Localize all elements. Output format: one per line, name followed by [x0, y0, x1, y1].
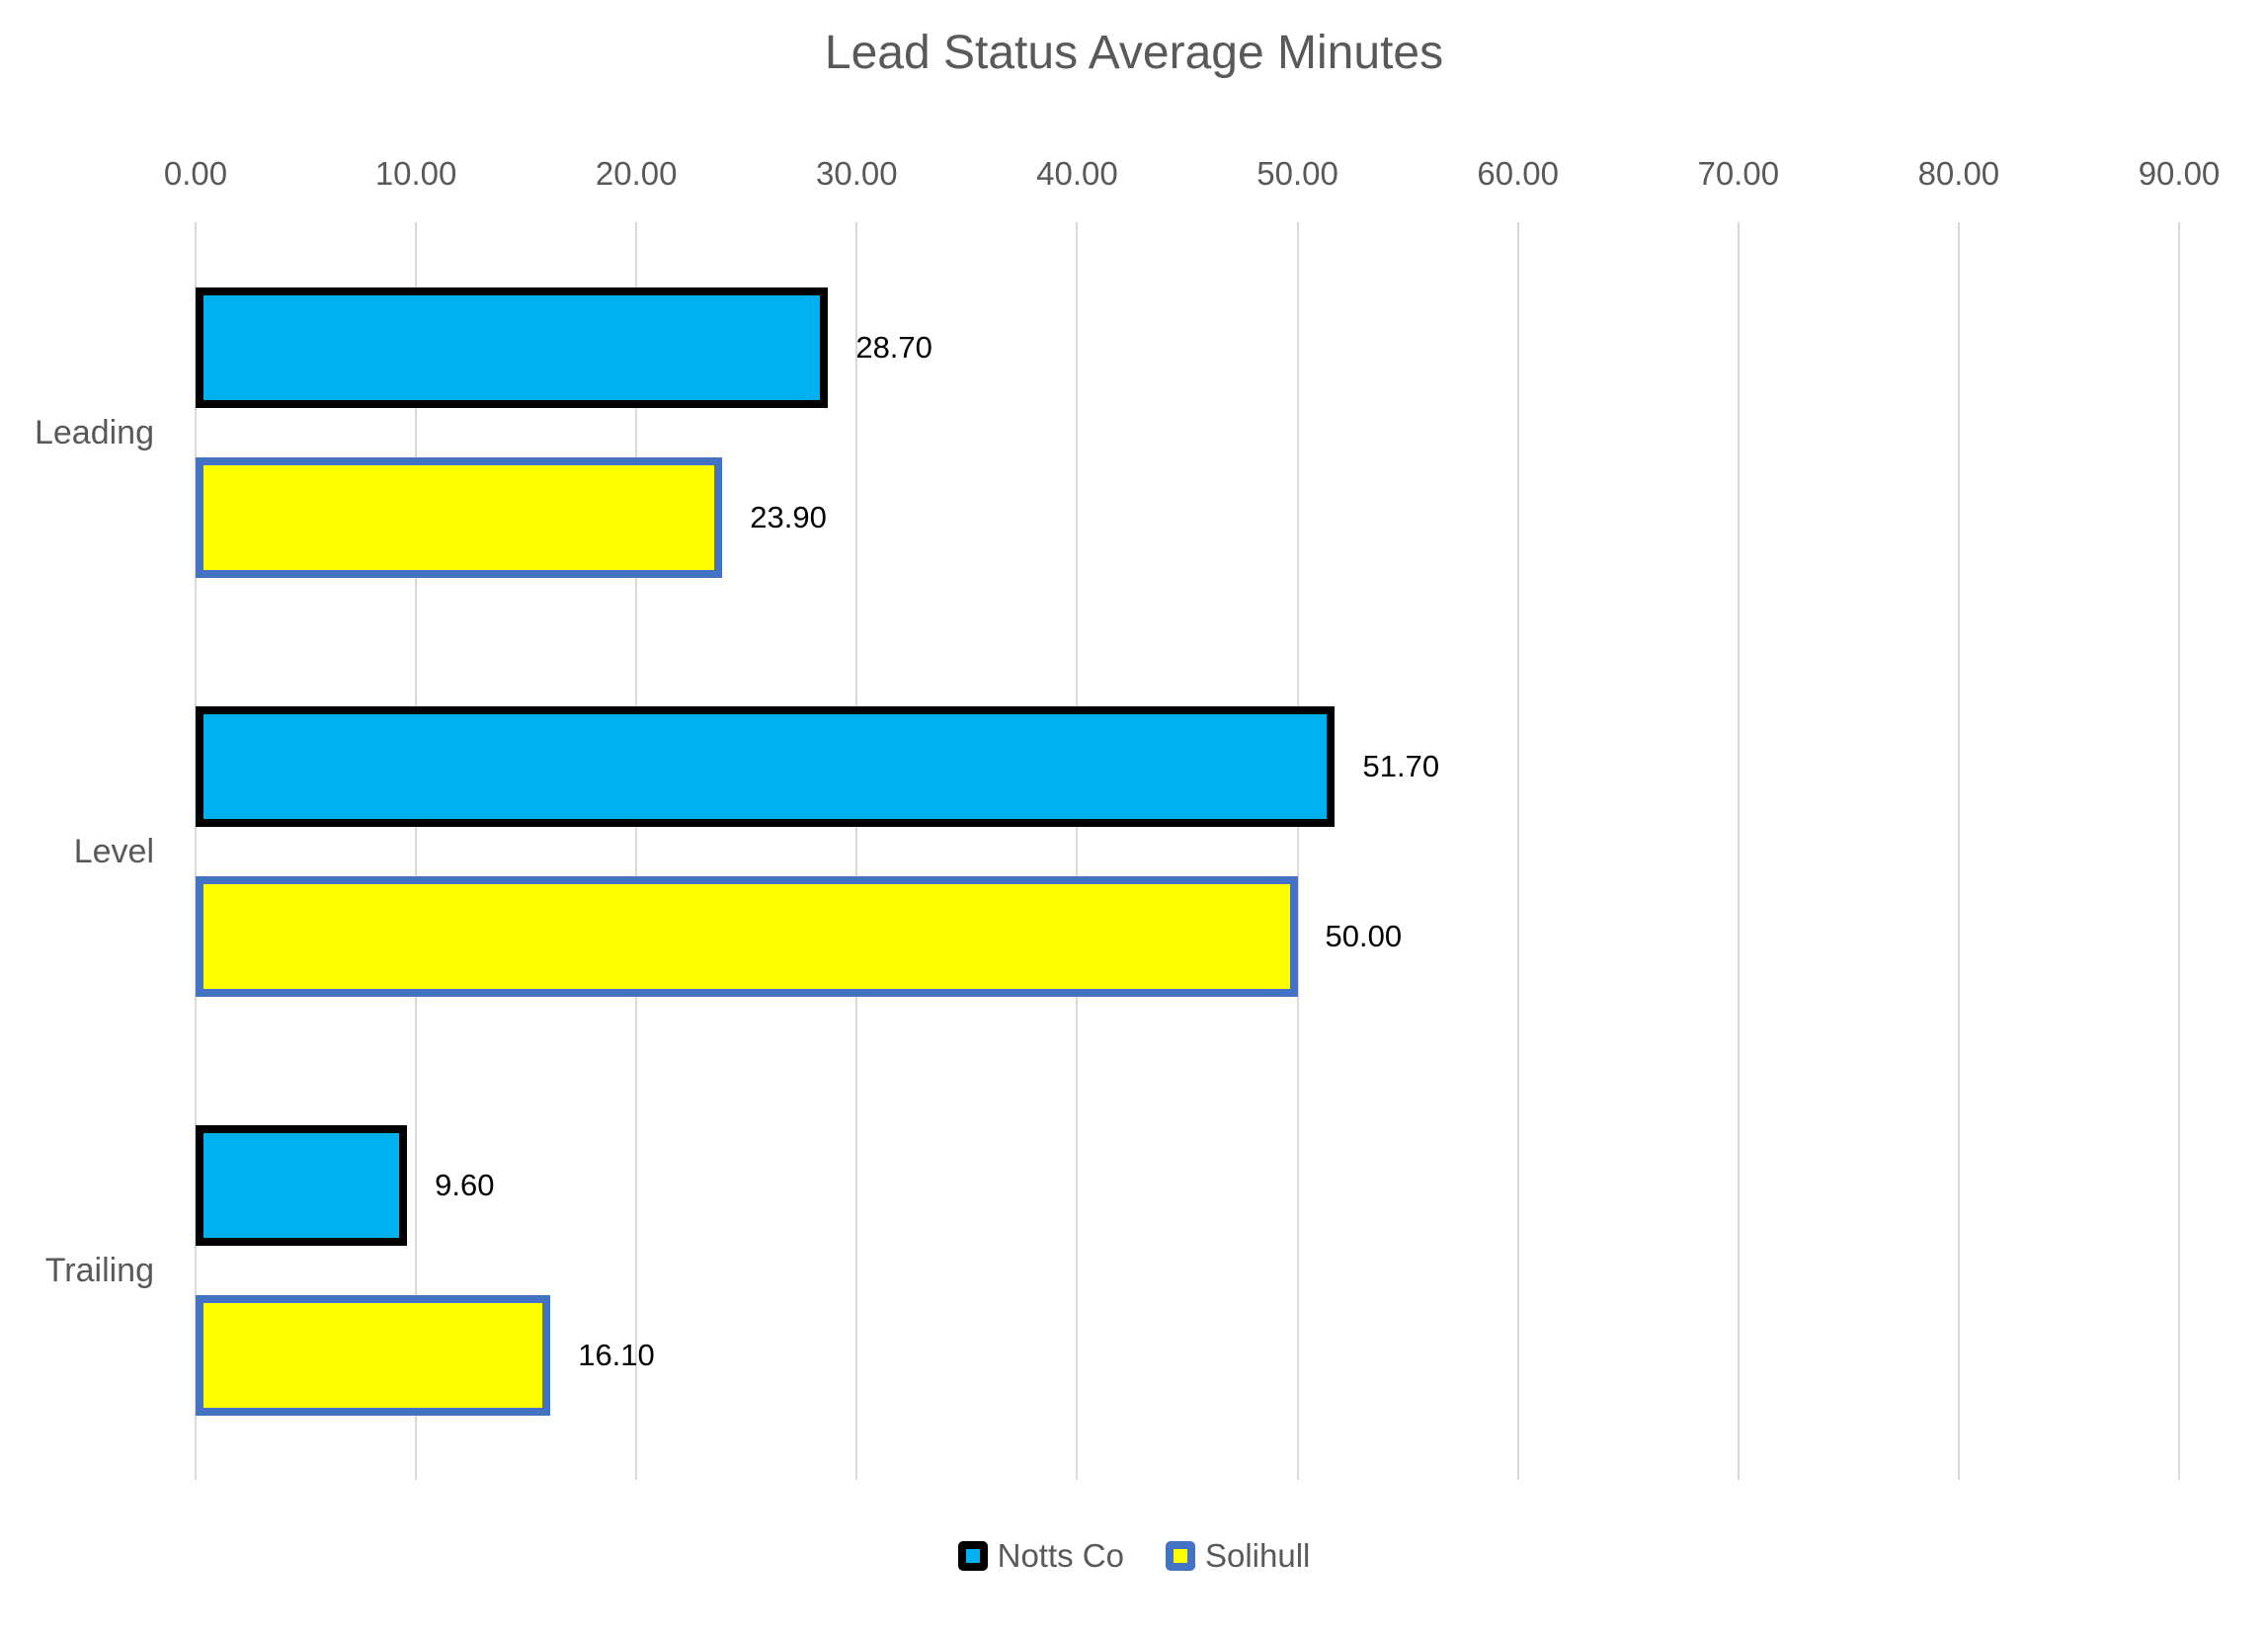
plot-area: 0.00 10.00 20.00 30.00 40.00 50.00 60.00 70.00 8…: [35, 155, 2220, 1480]
legend-item-solihull: Solihull: [1165, 1537, 1311, 1575]
bar-row-level-notts-co: 51.70: [196, 706, 2179, 827]
bar-solihull: [196, 457, 723, 578]
x-axis-tick-label: 0.00: [163, 155, 228, 192]
x-axis-tick-label: 60.00: [1477, 155, 1559, 192]
gridline: [1737, 222, 1740, 1480]
bar-row-level-solihull: 50.00: [196, 876, 2179, 997]
bar-row-trailing-notts-co: 9.60: [196, 1125, 2179, 1246]
bar-row-leading-solihull: 23.90: [196, 457, 2179, 578]
bar-notts-co: [196, 706, 1336, 827]
gridline: [415, 222, 418, 1480]
x-axis-tick-label: 20.00: [595, 155, 678, 192]
legend-item-notts-co: Notts Co: [957, 1537, 1124, 1575]
bar-row-trailing-solihull: 16.10: [196, 1295, 2179, 1416]
x-axis-tick-label: 70.00: [1697, 155, 1780, 192]
x-axis-tick-label: 10.00: [374, 155, 457, 192]
gridline: [1076, 222, 1079, 1480]
legend-label: Solihull: [1204, 1537, 1311, 1574]
bar-solihull: [196, 1295, 551, 1416]
gridline: [635, 222, 638, 1480]
legend-marker-icon: [1165, 1541, 1195, 1571]
bar-notts-co: [196, 287, 829, 408]
legend: Notts Co Solihull: [0, 1537, 2268, 1575]
bar-value-label: 9.60: [435, 1168, 495, 1202]
bar-value-label: 23.90: [750, 500, 827, 534]
bar-solihull: [196, 876, 1298, 997]
chart-title: Lead Status Average Minutes: [824, 27, 1444, 79]
legend-label: Notts Co: [997, 1537, 1124, 1574]
x-axis-tick-label: 80.00: [1917, 155, 2000, 192]
x-axis-tick-label: 90.00: [2138, 155, 2221, 192]
gridline: [855, 222, 858, 1480]
bar-value-label: 51.70: [1362, 749, 1440, 783]
gridline: [1516, 222, 1519, 1480]
gridline: [1957, 222, 1960, 1480]
category-label-leading: Leading: [34, 414, 154, 451]
bar-value-label: 28.70: [855, 330, 932, 365]
gridline: [2178, 222, 2180, 1480]
category-label-trailing: Trailing: [44, 1252, 154, 1289]
bar-value-label: 50.00: [1325, 919, 1403, 953]
gridline: [1296, 222, 1299, 1480]
bar-row-leading-notts-co: 28.70: [196, 287, 2179, 408]
x-axis-tick-label: 50.00: [1256, 155, 1338, 192]
x-axis-tick-label: 30.00: [816, 155, 898, 192]
category-label-level: Level: [73, 833, 154, 870]
legend-marker-icon: [957, 1541, 988, 1571]
gridline: [195, 222, 197, 1480]
bar-notts-co: [196, 1125, 408, 1246]
bar-value-label: 16.10: [578, 1338, 655, 1372]
x-axis-tick-label: 40.00: [1036, 155, 1118, 192]
